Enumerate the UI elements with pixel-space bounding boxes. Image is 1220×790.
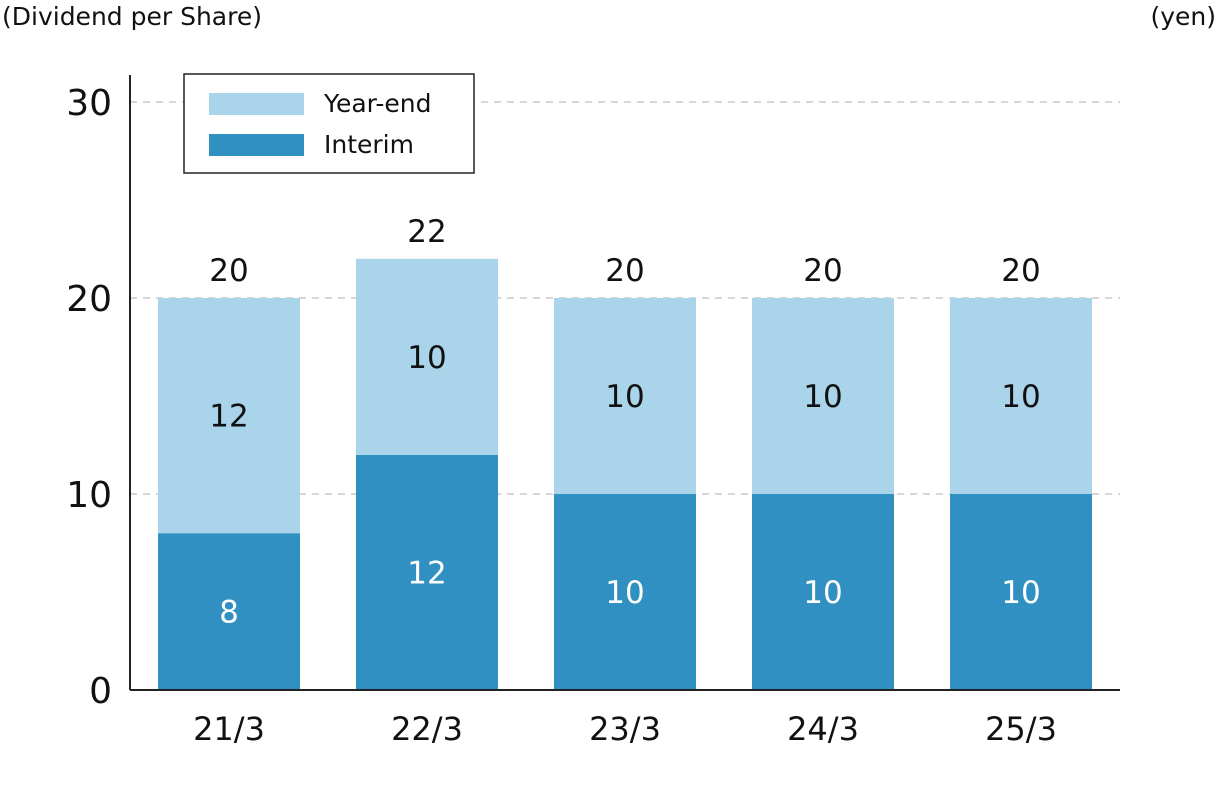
legend-label: Interim (324, 130, 414, 159)
y-axis-label: (Dividend per Share) (2, 2, 262, 31)
y-tick-label: 20 (66, 279, 112, 320)
segment-value-label: 10 (803, 379, 842, 415)
segment-value-label: 10 (1001, 379, 1040, 415)
segment-value-label: 12 (209, 399, 248, 435)
bar-segment-interim (752, 494, 894, 690)
bar-segment-interim (158, 533, 300, 690)
bar-segment-interim (554, 494, 696, 690)
x-tick-label: 25/3 (985, 710, 1057, 748)
y-tick-label: 30 (66, 83, 112, 124)
segment-value-label: 10 (605, 575, 644, 611)
segment-value-label: 10 (803, 575, 842, 611)
segment-value-label: 8 (219, 595, 239, 631)
x-tick-label: 23/3 (589, 710, 661, 748)
legend-label: Year-end (323, 89, 431, 118)
x-tick-label: 24/3 (787, 710, 859, 748)
total-value-label: 20 (605, 253, 644, 289)
bar-segment-year-end (752, 298, 894, 494)
segment-value-label: 10 (1001, 575, 1040, 611)
bar-segment-year-end (356, 258, 498, 455)
x-tick-label: 21/3 (193, 710, 265, 748)
segment-value-label: 10 (407, 340, 446, 376)
total-value-label: 20 (209, 253, 248, 289)
unit-label: (yen) (1150, 2, 1216, 31)
total-value-label: 20 (1001, 253, 1040, 289)
segment-value-label: 10 (605, 379, 644, 415)
axes: 0 10 20 30 21/3 22/3 23/3 24/3 25/3 (66, 75, 1120, 748)
bar-segment-year-end (158, 298, 300, 534)
bar-segment-interim (950, 494, 1092, 690)
legend-swatch-year-end (209, 93, 304, 115)
bar-segment-year-end (950, 298, 1092, 494)
legend-box (183, 73, 475, 174)
x-tick-label: 22/3 (391, 710, 463, 748)
legend: Year-end Interim (183, 73, 475, 174)
segment-value-label: 12 (407, 555, 446, 591)
bar-segment-interim (356, 454, 498, 690)
bars: 8 12 20 12 10 22 10 10 20 10 10 20 10 10 20 (158, 214, 1092, 690)
total-value-label: 20 (803, 253, 842, 289)
y-tick-label: 0 (89, 671, 112, 712)
total-value-label: 22 (407, 214, 446, 250)
y-tick-label: 10 (66, 475, 112, 516)
bar-segment-year-end (554, 298, 696, 494)
legend-swatch-interim (209, 134, 304, 156)
